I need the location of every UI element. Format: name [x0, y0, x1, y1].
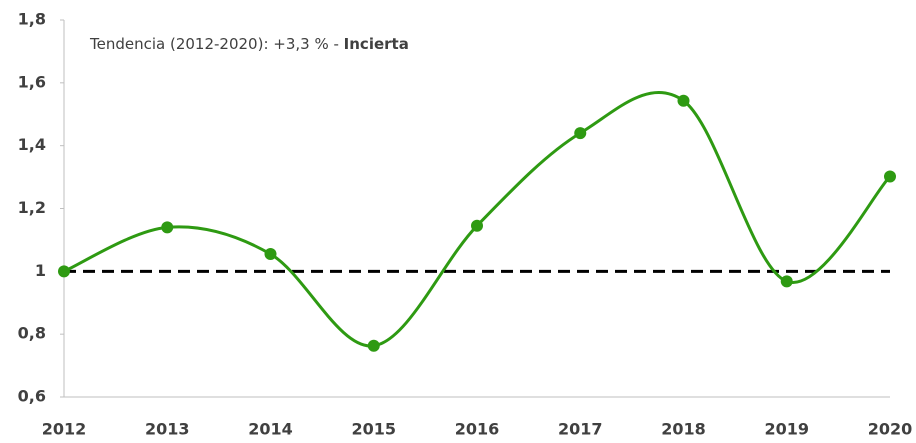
x-tick-label: 2019: [764, 420, 809, 439]
x-tick-label: 2016: [455, 420, 500, 439]
x-tick-label: 2020: [868, 420, 913, 439]
y-tick-label: 1,4: [18, 135, 46, 154]
x-tick-label: 2015: [351, 420, 396, 439]
marker: [161, 221, 174, 234]
y-tick-label: 1: [35, 261, 46, 280]
y-tick-label: 1,8: [18, 10, 46, 29]
annotation-bold: Incierta: [344, 35, 409, 53]
y-tick-label: 1,6: [18, 72, 46, 91]
marker: [471, 219, 483, 232]
line: [63, 90, 892, 348]
marker: [574, 127, 587, 140]
annotation: Tendencia (2012-2020): +3,3 % - Incierta: [89, 35, 409, 53]
x-tick-label: 2014: [248, 420, 293, 439]
x-tick-label: 2017: [558, 420, 603, 439]
annotation-text: Tendencia (2012-2020): +3,3 % -: [89, 35, 344, 53]
marker: [264, 248, 277, 261]
marker: [780, 275, 793, 288]
marker: [58, 265, 70, 278]
marker: [367, 339, 380, 352]
x-tick-label: 2013: [145, 420, 190, 439]
marker: [884, 170, 896, 183]
y-tick-label: 0,6: [18, 387, 46, 406]
x-tick-label: 2018: [661, 420, 706, 439]
y-tick-label: 0,8: [18, 324, 46, 343]
x-tick-label: 2012: [42, 420, 87, 439]
y-tick-label: 1,2: [18, 198, 46, 217]
marker: [677, 94, 690, 107]
